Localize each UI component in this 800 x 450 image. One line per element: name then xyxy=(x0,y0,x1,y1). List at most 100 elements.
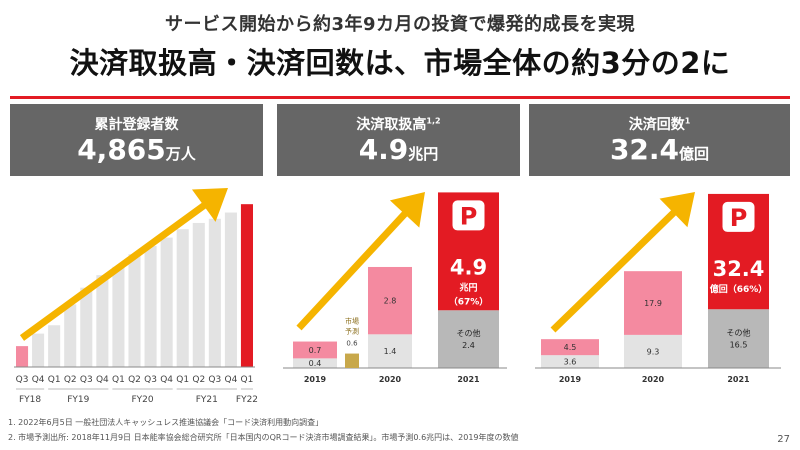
tick-label: Q3 xyxy=(80,375,93,385)
tick-label: 2020 xyxy=(642,375,665,384)
bar-other-2021 xyxy=(708,309,769,368)
tick-label: Q3 xyxy=(208,375,221,385)
bar-other-2019 xyxy=(541,355,599,368)
bar-q2 xyxy=(192,222,205,367)
value-label-paypay: 17.9 xyxy=(644,299,662,308)
panel-label: 決済回数1 xyxy=(628,116,691,133)
value-label-other: 3.6 xyxy=(564,358,577,367)
tick-label: Q4 xyxy=(224,375,237,385)
bar-q1 xyxy=(48,325,61,367)
value-label-paypay: 2.8 xyxy=(384,297,397,306)
bar-q3 xyxy=(208,218,221,367)
panel-label: 決済取扱高1,2 xyxy=(356,116,441,133)
growth-arrow xyxy=(550,192,695,333)
bar-q3 xyxy=(144,245,157,367)
tick-label: Q1 xyxy=(48,375,61,385)
footnote-2: 2. 市場予測出所: 2018年11月9日 日本能率協会総合研究所「日本国内のQ… xyxy=(8,433,519,442)
bar-paypay-2019 xyxy=(293,341,337,359)
page-number: 27 xyxy=(777,434,790,445)
value-label-other: 16.5 xyxy=(730,341,748,350)
growth-arrow xyxy=(19,188,229,341)
other-name-label: その他 xyxy=(457,328,481,338)
tick-label: 2020 xyxy=(379,375,402,384)
value-label-other: 9.3 xyxy=(647,347,660,356)
value-label-other: 1.4 xyxy=(384,347,397,356)
bar-q4 xyxy=(96,275,109,367)
paypay-big-value: 32.4 xyxy=(713,257,765,281)
red-divider xyxy=(10,96,790,99)
fiscal-year-label: FY20 xyxy=(131,395,153,405)
panel-value: 32.4億回 xyxy=(609,133,710,166)
fiscal-year-label: FY22 xyxy=(236,395,258,405)
slide-subtitle: サービス開始から約3年9カ月の投資で爆発的成長を実現 xyxy=(164,14,636,35)
tick-label: Q4 xyxy=(96,375,109,385)
tick-label: 2019 xyxy=(559,375,582,384)
tick-label: Q3 xyxy=(144,375,157,385)
chart-transaction-amount: 0.4 0.7 2019 1.4 2.8 2020 その他 2.4 P 4.9 兆円 （67%） 202… xyxy=(277,180,520,390)
bar-q1 xyxy=(176,229,189,367)
tick-label: Q1 xyxy=(241,375,254,385)
paypay-logo-icon xyxy=(452,200,485,231)
paypay-logo-icon xyxy=(722,201,755,232)
bar-market-forecast xyxy=(345,353,359,368)
fiscal-year-label: FY18 xyxy=(19,395,41,405)
value-label-paypay: 0.7 xyxy=(309,346,322,355)
tick-label: Q4 xyxy=(160,375,173,385)
paypay-unit-share: 億回（66%） xyxy=(710,283,768,295)
paypay-share: （67%） xyxy=(449,296,489,307)
bar-q2 xyxy=(64,304,77,367)
chart-transaction-count-svg: 3.6 4.5 2019 9.3 17.9 2020 その他 16.5 P 32.4 億回（66%）… xyxy=(535,192,781,384)
tick-label: Q2 xyxy=(128,375,141,385)
fiscal-year-label: FY21 xyxy=(196,395,218,405)
bar-q3 xyxy=(80,287,93,367)
panel-value: 4,865万人 xyxy=(77,133,196,166)
panel-transaction-count: 決済回数1 32.4億回 xyxy=(529,104,790,176)
growth-arrow xyxy=(296,192,425,331)
bar-paypay-2020 xyxy=(368,266,412,335)
bar-other-2019 xyxy=(293,358,337,368)
panel-label: 累計登録者数 xyxy=(94,117,179,133)
bar-paypay-2020 xyxy=(624,271,682,335)
paypay-big-value: 4.9 xyxy=(450,255,487,279)
bar-q4 xyxy=(32,333,45,367)
tick-label: Q4 xyxy=(32,375,45,385)
tick-label: 2021 xyxy=(727,375,750,384)
bar-q1 xyxy=(240,204,253,367)
forecast-label-2: 予測 xyxy=(345,327,359,336)
tick-label: Q1 xyxy=(112,375,125,385)
paypay-unit: 兆円 xyxy=(459,281,477,293)
tick-label: 2019 xyxy=(304,375,327,384)
bar-q4 xyxy=(224,212,237,367)
forecast-label-1: 市場 xyxy=(345,317,359,326)
tick-label: 2021 xyxy=(457,375,480,384)
panel-value: 4.9兆円 xyxy=(358,133,439,166)
bar-q3 xyxy=(16,346,29,367)
chart-registered-users: Q3 Q4 Q1 Q2 Q3 Q4 Q1 Q2 Q3 Q4 Q1 Q2 Q3 Q4 Q1 FY18 FY19 FY… xyxy=(10,180,263,405)
bar-q1 xyxy=(112,266,125,367)
paypay-logo-glyph: P xyxy=(730,204,748,232)
tick-label: Q3 xyxy=(16,375,29,385)
value-label-paypay: 4.5 xyxy=(564,343,577,352)
bar-q4 xyxy=(160,237,173,367)
other-name-label: その他 xyxy=(727,328,751,338)
chart-transaction-count: 3.6 4.5 2019 9.3 17.9 2020 その他 16.5 P 32.4 億回（66%）… xyxy=(529,180,790,390)
tick-label: Q2 xyxy=(64,375,77,385)
bar-other-2021 xyxy=(438,310,499,368)
bar-other-2020 xyxy=(624,334,682,368)
panel-registered-users: 累計登録者数 4,865万人 xyxy=(10,104,263,176)
value-label-other: 0.4 xyxy=(309,359,322,368)
panel-transaction-amount: 決済取扱高1,2 4.9兆円 xyxy=(277,104,520,176)
tick-label: Q1 xyxy=(176,375,189,385)
slide-title: 決済取扱高・決済回数は、市場全体の約3分の2に xyxy=(69,46,731,80)
paypay-logo-glyph: P xyxy=(460,202,478,230)
tick-label: Q2 xyxy=(192,375,205,385)
forecast-value: 0.6 xyxy=(346,340,358,348)
chart-transaction-amount-svg: 0.4 0.7 2019 1.4 2.8 2020 その他 2.4 P 4.9 兆円 （67%） 202… xyxy=(283,192,507,384)
fiscal-year-label: FY19 xyxy=(67,395,89,405)
value-label-other: 2.4 xyxy=(462,341,475,350)
bar-other-2020 xyxy=(368,334,412,368)
bar-paypay-2019 xyxy=(541,339,599,356)
bar-q2 xyxy=(128,254,141,367)
footnote-1: 1. 2022年6月5日 一般社団法人キャッシュレス推進協議会「コード決済利用動… xyxy=(8,418,324,427)
